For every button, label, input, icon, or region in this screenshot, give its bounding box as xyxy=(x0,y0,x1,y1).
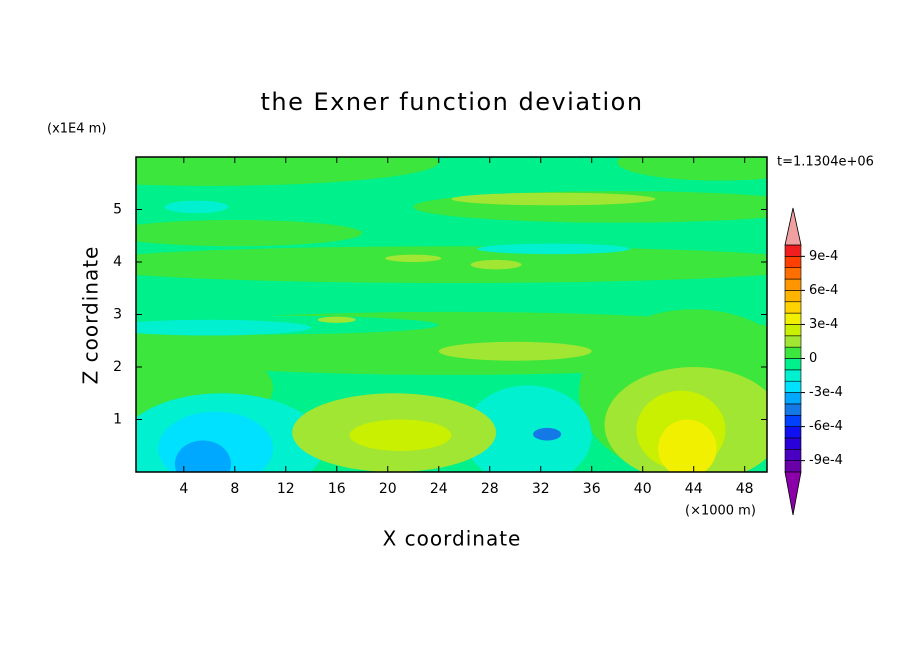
colorbar-box xyxy=(784,380,802,393)
x-tick-label: 28 xyxy=(481,481,499,497)
x-tick-label: 32 xyxy=(532,481,550,497)
y-axis-label: Z coordinate xyxy=(79,246,103,385)
contour-region xyxy=(174,440,231,472)
colorbar-tick-label: -3e-4 xyxy=(809,385,843,400)
colorbar-box xyxy=(784,267,802,280)
colorbar-box xyxy=(784,324,802,337)
x-tick-label: 12 xyxy=(277,481,295,497)
contour-region xyxy=(617,157,767,181)
colorbar-extend-low xyxy=(784,471,802,516)
colorbar-box xyxy=(784,437,802,450)
chart-title: the Exner function deviation xyxy=(260,88,643,116)
x-tick-label: 36 xyxy=(583,481,601,497)
contour-region xyxy=(385,254,442,262)
y-unit: (x1E4 m) xyxy=(47,122,106,137)
colorbar-tick-label: 9e-4 xyxy=(809,249,838,264)
colorbar-box xyxy=(784,335,802,348)
y-tick-label: 5 xyxy=(113,202,122,218)
contour-region xyxy=(349,419,452,451)
x-tick-label: 8 xyxy=(230,481,239,497)
contour-region xyxy=(470,259,522,270)
contour-region xyxy=(451,192,656,206)
colorbar-tick-label: -9e-4 xyxy=(809,453,843,468)
colorbar-box xyxy=(784,358,802,371)
colorbar-box xyxy=(784,414,802,427)
contour-region xyxy=(533,427,562,441)
contour-region xyxy=(438,341,592,361)
y-tick-label: 1 xyxy=(113,412,122,428)
contour-region xyxy=(136,220,363,247)
contour-region xyxy=(317,316,356,323)
x-tick-label: 20 xyxy=(379,481,397,497)
colorbar-box xyxy=(784,278,802,291)
colorbar-box xyxy=(784,312,802,325)
contour-region xyxy=(362,297,669,311)
x-tick-label: 24 xyxy=(430,481,448,497)
colorbar-tick-label: 6e-4 xyxy=(809,283,838,298)
x-tick-label: 16 xyxy=(328,481,346,497)
time-label: t=1.1304e+06 xyxy=(777,155,874,170)
colorbar-box xyxy=(784,460,802,473)
contour-region xyxy=(164,200,229,214)
x-tick-label: 4 xyxy=(179,481,188,497)
x-axis-label: X coordinate xyxy=(383,527,522,551)
colorbar-box xyxy=(784,369,802,382)
x-unit: (×1000 m) xyxy=(685,504,756,519)
colorbar-box xyxy=(784,346,802,359)
colorbar-box xyxy=(784,244,802,257)
colorbar-box xyxy=(784,448,802,461)
contour-region xyxy=(464,385,592,472)
x-tick-label: 40 xyxy=(634,481,652,497)
y-tick-label: 2 xyxy=(113,359,122,375)
contour-field xyxy=(136,157,767,472)
colorbar-box xyxy=(784,301,802,314)
contour-region xyxy=(658,419,717,472)
contour-region xyxy=(476,243,630,255)
colorbar-tick-label: 0 xyxy=(809,351,817,366)
colorbar-tick-label: -6e-4 xyxy=(809,419,843,434)
contour-region xyxy=(136,157,439,186)
colorbar-box xyxy=(784,290,802,303)
contour-region xyxy=(136,319,312,336)
colorbar-box xyxy=(784,403,802,416)
colorbar-extend-high xyxy=(784,207,802,246)
x-tick-label: 48 xyxy=(736,481,754,497)
colorbar-box xyxy=(784,392,802,405)
colorbar-tick-label: 3e-4 xyxy=(809,317,838,332)
colorbar-box xyxy=(784,256,802,269)
contour-region xyxy=(136,246,767,283)
y-tick-label: 4 xyxy=(113,254,122,270)
x-tick-label: 44 xyxy=(685,481,703,497)
y-tick-label: 3 xyxy=(113,307,122,323)
colorbar-box xyxy=(784,426,802,439)
